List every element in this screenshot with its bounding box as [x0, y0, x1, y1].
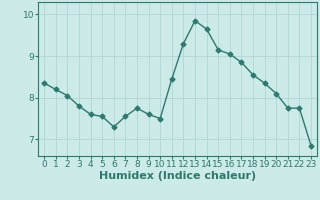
X-axis label: Humidex (Indice chaleur): Humidex (Indice chaleur): [99, 171, 256, 181]
